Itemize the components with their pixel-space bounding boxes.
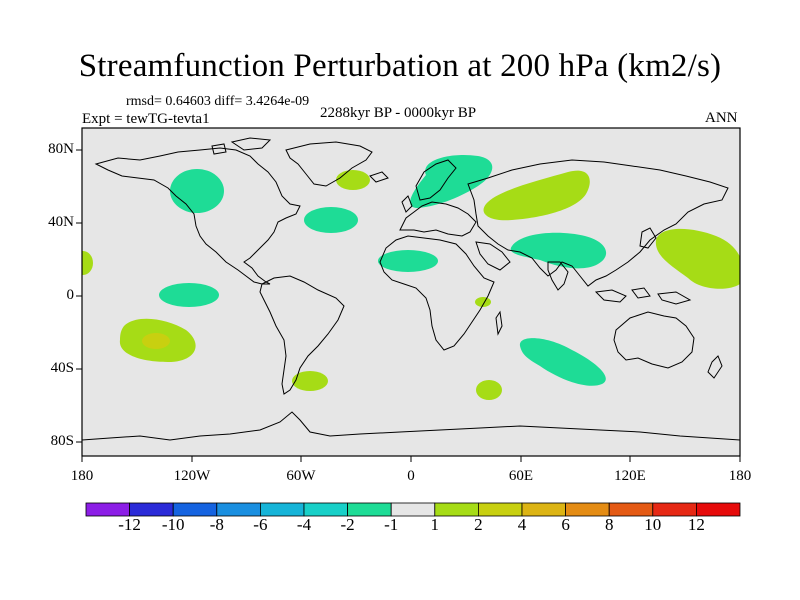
lat-tick-40s: 40S [50, 360, 74, 376]
anomaly-north-africa [378, 250, 438, 272]
colorbar-label: 4 [517, 515, 527, 534]
period-label: 2288kyr BP - 0000kyr BP [320, 105, 477, 121]
lat-tick-80n: 80N [48, 141, 74, 157]
anomaly-north-atlantic-west [304, 207, 358, 233]
coast-arabia [475, 241, 511, 271]
lon-tick-120w: 120W [173, 468, 211, 484]
anomaly-east-africa [475, 297, 491, 307]
anomaly-northwest-pacific [655, 228, 740, 289]
coast-arctic-islands [211, 137, 272, 155]
colorbar-label: 2 [474, 515, 483, 534]
lon-tick-60e: 60E [508, 468, 534, 484]
rmsd-diff-stats: rmsd= 0.64603 diff= 3.4264e-09 [126, 94, 310, 109]
anomaly-scandinavia [410, 154, 493, 208]
coast-greenland [285, 141, 373, 187]
coast-africa [379, 235, 495, 351]
plot-title: Streamfunction Perturbation at 200 hPa (… [78, 48, 722, 84]
colorbar [85, 502, 741, 517]
colorbar-label: -1 [384, 515, 399, 534]
lat-tick-40n: 40N [48, 214, 74, 230]
lon-tick-180w: 180 [70, 468, 94, 484]
coast-india [547, 261, 569, 291]
colorbar-label: -2 [340, 515, 355, 534]
lat-tick-0: 0 [66, 287, 75, 303]
anomaly-southern-indian-ocean-east [519, 338, 606, 386]
colorbar-label: 8 [604, 515, 614, 534]
lon-tick-180e: 180 [728, 468, 752, 484]
coast-british-isles [401, 195, 413, 213]
colorbar-label: -4 [296, 515, 312, 534]
coast-asia [467, 159, 729, 287]
anomaly-greenland-east [336, 170, 370, 190]
anomaly-date-line-west [82, 251, 93, 275]
coast-europe [399, 201, 477, 237]
coast-australia [613, 311, 695, 369]
colorbar-label: 1 [430, 515, 440, 534]
anomaly-east-pacific-equator [159, 283, 219, 307]
axis-ticks [76, 149, 741, 462]
coastlines [82, 137, 740, 441]
colorbar-label: 6 [561, 515, 570, 534]
coast-south-america [259, 275, 345, 395]
coast-scandinavia [415, 159, 457, 201]
experiment-label: Expt = tewTG-tevta1 [82, 111, 210, 127]
coast-indonesia [594, 287, 692, 305]
lon-tick-120e: 120E [614, 468, 646, 484]
coast-antarctica [82, 411, 740, 441]
colorbar-label: 12 [687, 515, 705, 534]
colorbar-label: 10 [644, 515, 662, 534]
lon-tick-0: 0 [407, 468, 415, 484]
season-label: ANN [705, 110, 738, 126]
anomaly-southeast-pacific-core [142, 333, 170, 349]
anomaly-north-canada [170, 169, 224, 213]
colorbar-swatch [696, 502, 741, 517]
colorbar-label: -8 [209, 515, 224, 534]
coast-new-zealand [707, 355, 723, 379]
lon-tick-60w: 60W [286, 468, 316, 484]
coast-iceland [369, 171, 389, 183]
coast-north-america [94, 147, 301, 285]
coast-madagascar [495, 310, 503, 336]
colorbar-label: -10 [161, 515, 185, 534]
anomaly-south-asia [510, 232, 607, 269]
anomaly-south-indian-ocean [476, 380, 502, 400]
anomaly-central-asia [483, 170, 590, 221]
colorbar-label: -6 [253, 515, 268, 534]
colorbar-label: -12 [118, 515, 141, 534]
anomaly-south-america-tip [292, 371, 328, 391]
lat-tick-80s: 80S [50, 433, 74, 449]
coast-japan [639, 227, 657, 249]
